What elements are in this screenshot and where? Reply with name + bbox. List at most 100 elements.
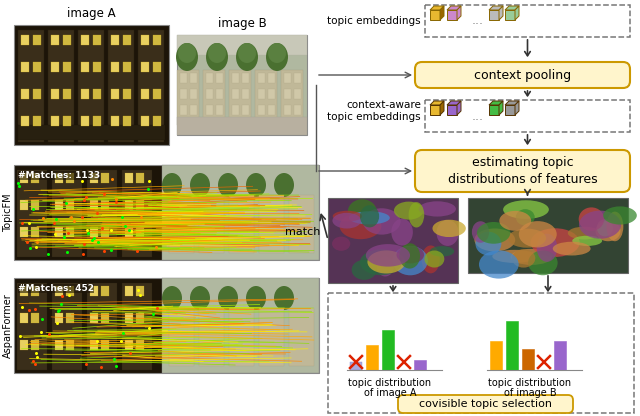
Ellipse shape [377, 256, 394, 277]
Bar [14, 25, 169, 145]
Ellipse shape [397, 246, 424, 263]
Bar [216, 89, 223, 99]
Ellipse shape [474, 228, 515, 251]
Bar [490, 342, 502, 370]
Text: image B: image B [218, 17, 266, 30]
Bar [55, 313, 63, 323]
Ellipse shape [419, 201, 456, 217]
Bar [21, 35, 29, 45]
Bar [229, 308, 254, 366]
Ellipse shape [596, 219, 613, 236]
Bar [153, 35, 161, 45]
Polygon shape [505, 6, 519, 10]
Ellipse shape [363, 208, 401, 235]
Bar [232, 73, 239, 83]
Ellipse shape [607, 212, 623, 241]
Bar [125, 200, 133, 210]
Bar [31, 200, 39, 210]
Bar [123, 116, 131, 126]
Text: TopicFM: TopicFM [3, 193, 13, 232]
Bar [81, 62, 89, 72]
Polygon shape [499, 6, 503, 20]
Text: estimating topic
distributions of features: estimating topic distributions of featur… [448, 156, 597, 186]
Bar [284, 105, 291, 115]
Polygon shape [447, 6, 461, 10]
Bar [255, 70, 277, 125]
Ellipse shape [351, 260, 377, 280]
Bar [232, 89, 239, 99]
Ellipse shape [332, 237, 350, 251]
Bar [63, 35, 71, 45]
Ellipse shape [479, 250, 518, 279]
Bar [136, 340, 144, 350]
Bar [136, 286, 144, 296]
Bar [199, 308, 224, 366]
Bar [101, 313, 109, 323]
Bar [66, 227, 74, 237]
Bar [125, 313, 133, 323]
Bar [66, 340, 74, 350]
Bar [51, 62, 59, 72]
Bar [20, 173, 28, 183]
Text: #Matches: 1133: #Matches: 1133 [18, 171, 100, 180]
Bar [169, 195, 194, 253]
Text: of image A: of image A [364, 388, 416, 398]
Bar [31, 313, 39, 323]
Bar [162, 165, 319, 260]
Ellipse shape [499, 211, 531, 231]
Bar [31, 286, 39, 296]
Bar [33, 35, 41, 45]
Polygon shape [489, 6, 503, 10]
Ellipse shape [208, 43, 226, 63]
Bar [122, 170, 152, 257]
FancyBboxPatch shape [415, 150, 630, 192]
Bar [258, 105, 265, 115]
Bar [190, 89, 197, 99]
Bar [48, 30, 74, 142]
Polygon shape [489, 101, 503, 105]
Bar [125, 227, 133, 237]
Bar [90, 340, 98, 350]
Ellipse shape [391, 219, 413, 245]
Ellipse shape [424, 250, 444, 267]
Bar [141, 35, 149, 45]
Bar [87, 283, 117, 370]
Ellipse shape [360, 205, 379, 228]
Ellipse shape [348, 199, 377, 224]
Text: topic distribution: topic distribution [488, 378, 572, 388]
Ellipse shape [190, 286, 210, 310]
Bar [90, 227, 98, 237]
Polygon shape [515, 101, 519, 115]
Ellipse shape [274, 286, 294, 310]
Bar [206, 105, 213, 115]
Bar [366, 345, 378, 370]
Bar [199, 195, 224, 253]
Bar [141, 116, 149, 126]
Ellipse shape [429, 246, 454, 257]
Ellipse shape [528, 250, 557, 275]
Bar [229, 70, 251, 125]
Ellipse shape [436, 220, 459, 246]
Bar [177, 70, 199, 125]
Bar [177, 35, 307, 135]
Text: image A: image A [67, 7, 116, 20]
Bar [136, 227, 144, 237]
Bar [14, 278, 319, 373]
Ellipse shape [246, 286, 266, 310]
Bar [66, 286, 74, 296]
Bar [20, 286, 28, 296]
Ellipse shape [274, 173, 294, 197]
Bar [242, 73, 249, 83]
Ellipse shape [568, 227, 600, 240]
Bar [430, 105, 440, 115]
Bar [63, 116, 71, 126]
Ellipse shape [572, 236, 602, 246]
Text: context-aware
topic embeddings: context-aware topic embeddings [328, 100, 421, 122]
Bar [20, 313, 28, 323]
Bar [17, 170, 47, 257]
Bar [414, 360, 426, 370]
Ellipse shape [537, 234, 557, 262]
Bar [190, 73, 197, 83]
Bar [21, 89, 29, 99]
Bar [258, 73, 265, 83]
